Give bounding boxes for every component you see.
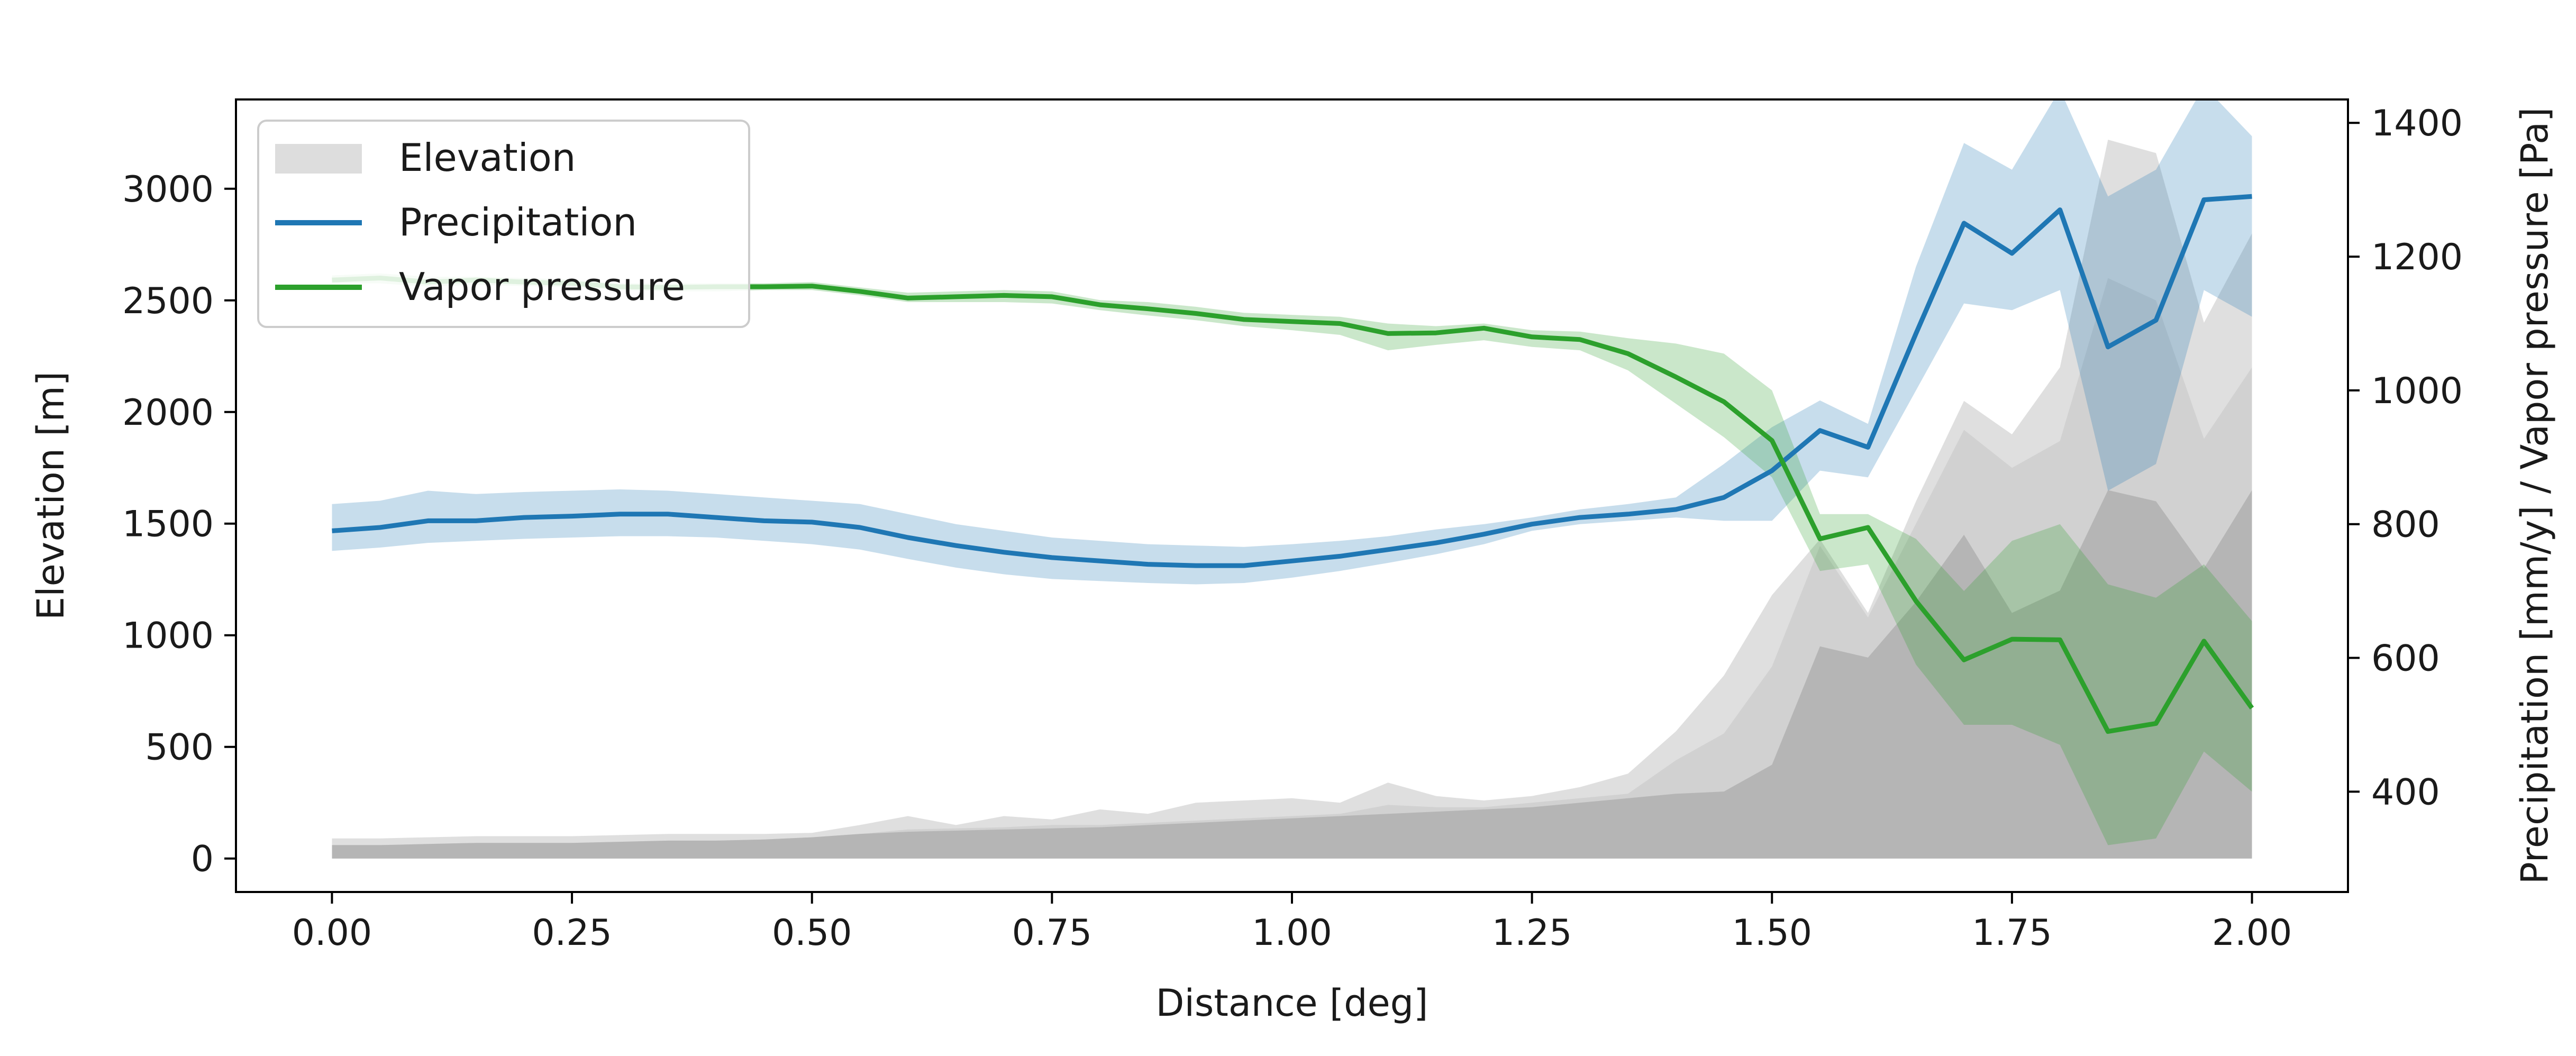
x-tick-label: 1.75 xyxy=(1972,912,2052,954)
legend-elevation-swatch xyxy=(275,144,362,174)
legend-vapor-pressure-label: Vapor pressure xyxy=(399,265,685,309)
y-right-tick-label: 600 xyxy=(2371,638,2440,680)
elevation-inner-band xyxy=(332,278,2252,859)
y-right-tick-label: 1200 xyxy=(2371,236,2463,278)
y-left-tick-label: 2000 xyxy=(122,392,214,434)
plot-area xyxy=(332,99,2254,859)
y-right-tick-label: 1000 xyxy=(2371,370,2463,412)
y-axis-left-label: Elevation [m] xyxy=(29,371,72,620)
y-left-tick-label: 500 xyxy=(145,727,214,769)
y-left-tick-label: 3000 xyxy=(122,169,214,211)
x-tick-label: 1.00 xyxy=(1252,912,1332,954)
y-left-tick-label: 1000 xyxy=(122,615,214,657)
elevation-core-band xyxy=(332,490,2252,859)
y-right-tick-label: 400 xyxy=(2371,771,2440,813)
y-left-tick-label: 1500 xyxy=(122,504,214,545)
precipitation-band xyxy=(332,99,2252,585)
x-tick-label: 0.50 xyxy=(772,912,852,954)
x-tick-label: 0.75 xyxy=(1012,912,1092,954)
legend-elevation-label: Elevation xyxy=(399,135,576,180)
x-tick-label: 0.25 xyxy=(532,912,612,954)
legend-frame xyxy=(257,120,750,328)
vapor-pressure-band xyxy=(332,273,2252,845)
y-axis-right-label: Precipitation [mm/y] / Vapor pressure [P… xyxy=(2513,107,2556,885)
x-axis-label: Distance [deg] xyxy=(1156,981,1428,1025)
x-tick-label: 1.50 xyxy=(1732,912,1812,954)
y-left-tick-label: 2500 xyxy=(122,280,214,322)
x-tick-label: 2.00 xyxy=(2212,912,2292,954)
axes-layer: 0.00 0.25 0.50 0.75 1.00 1.25 1.50 1.75 2.00 0 500… xyxy=(122,103,2463,954)
legend: Elevation Precipitation Vapor pressure xyxy=(257,120,750,328)
y-right-tick-label: 800 xyxy=(2371,504,2440,546)
precipitation-line xyxy=(332,194,2252,568)
y-right-tick-label: 1400 xyxy=(2371,103,2463,144)
legend-precipitation-label: Precipitation xyxy=(399,200,637,244)
y-left-tick-label: 0 xyxy=(191,839,214,880)
x-tick-label: 0.00 xyxy=(292,912,372,954)
x-tick-label: 1.25 xyxy=(1492,912,1572,954)
